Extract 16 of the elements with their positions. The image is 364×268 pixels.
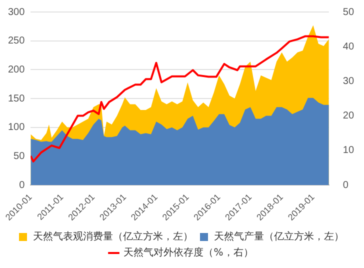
y2-tick-label: 30 <box>342 76 354 87</box>
y2-tick-label: 10 <box>342 145 354 156</box>
y-tick-label: 300 <box>8 6 26 18</box>
legend-label: 天然气表观消费量（亿立方米，左） <box>33 230 193 243</box>
legend-label: 天然气产量（亿立方米，左） <box>214 230 344 243</box>
y-tick-label: 200 <box>8 64 26 76</box>
y2-tick-label: 50 <box>342 6 354 18</box>
y-tick-label: 50 <box>14 150 26 162</box>
y2-tick-label: 40 <box>342 41 354 52</box>
y-tick-label: 0 <box>19 180 26 191</box>
y2-tick-label: 0 <box>342 180 349 191</box>
y-tick-label: 250 <box>8 36 26 47</box>
y-tick-label: 100 <box>8 122 26 134</box>
y-tick-label: 150 <box>8 93 26 104</box>
y2-tick-label: 20 <box>342 110 354 122</box>
legend-label: 天然气对外依存度（%，右） <box>124 246 254 259</box>
